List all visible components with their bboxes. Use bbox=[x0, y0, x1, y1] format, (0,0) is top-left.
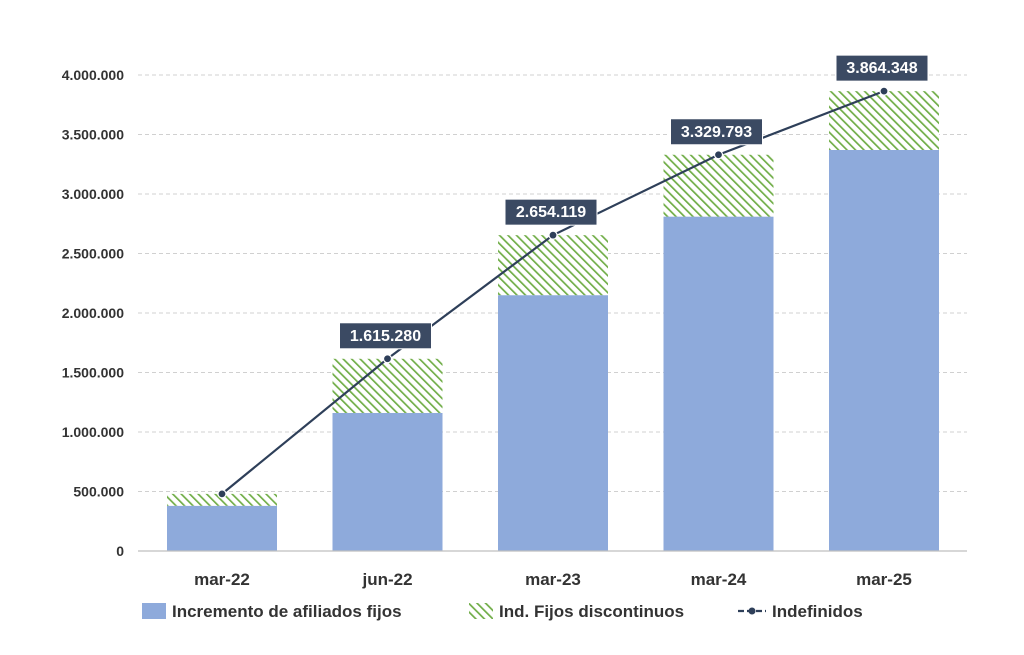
legend-label-indefinidos: Indefinidos bbox=[772, 602, 863, 621]
x-tick-label: mar-23 bbox=[525, 570, 581, 589]
indefinidos-point bbox=[217, 489, 227, 499]
bar-incremento-afiliados-fijos bbox=[829, 149, 939, 551]
legend-swatch-discontinuos bbox=[469, 603, 493, 619]
y-tick-label: 3.500.000 bbox=[62, 127, 124, 143]
y-tick-label: 2.500.000 bbox=[62, 246, 124, 262]
y-tick-label: 4.000.000 bbox=[62, 67, 124, 83]
data-label-box bbox=[670, 118, 763, 146]
y-tick-label: 1.500.000 bbox=[62, 365, 124, 381]
bar-ind-fijos-discontinuos bbox=[498, 235, 608, 296]
x-tick-label: mar-25 bbox=[856, 570, 912, 589]
y-tick-label: 1.000.000 bbox=[62, 424, 124, 440]
data-label: 2.654.119 bbox=[516, 204, 586, 221]
bar-incremento-afiliados-fijos bbox=[332, 412, 443, 551]
data-labels: 1.615.280 2.654.119 3.329.793 3.864.348 bbox=[339, 54, 929, 350]
x-axis-tick-labels: mar-22 jun-22 mar-23 mar-24 mar-25 bbox=[194, 570, 912, 589]
data-label: 3.864.348 bbox=[846, 60, 917, 77]
bar-ind-fijos-discontinuos bbox=[167, 493, 277, 506]
indefinidos-point bbox=[713, 150, 724, 160]
legend-label-discontinuos: Ind. Fijos discontinuos bbox=[499, 602, 684, 621]
data-label-box bbox=[504, 198, 598, 226]
data-label: 1.615.280 bbox=[350, 328, 421, 345]
bar-incremento-afiliados-fijos bbox=[167, 505, 277, 551]
y-tick-label: 3.000.000 bbox=[62, 186, 124, 202]
indefinidos-point bbox=[382, 354, 393, 364]
data-label-box bbox=[835, 54, 929, 82]
bar-ind-fijos-discontinuos bbox=[663, 154, 774, 217]
indefinidos-line bbox=[217, 86, 889, 499]
y-tick-label: 2.000.000 bbox=[62, 305, 124, 321]
bar-incremento-afiliados-fijos bbox=[498, 295, 608, 551]
data-label-box bbox=[339, 322, 432, 350]
bars bbox=[167, 91, 939, 552]
legend: Incremento de afiliados fijos Ind. Fijos … bbox=[142, 602, 863, 621]
bar-incremento-afiliados-fijos bbox=[663, 216, 774, 552]
y-tick-label: 0 bbox=[116, 543, 124, 559]
bar-ind-fijos-discontinuos bbox=[332, 358, 443, 413]
y-tick-label: 500.000 bbox=[73, 484, 124, 500]
x-tick-label: mar-22 bbox=[194, 570, 250, 589]
indefinidos-point bbox=[879, 86, 889, 96]
legend-marker-indefinidos bbox=[748, 607, 756, 615]
x-tick-label: mar-24 bbox=[691, 570, 747, 589]
x-tick-label: jun-22 bbox=[361, 570, 412, 589]
data-label: 3.329.793 bbox=[681, 124, 752, 141]
indefinidos-point bbox=[548, 230, 558, 240]
bar-ind-fijos-discontinuos bbox=[829, 91, 939, 150]
legend-swatch-incremento bbox=[142, 603, 166, 619]
y-axis-tick-labels: 0 500.000 1.000.000 1.500.000 2.000.000 2.500… bbox=[62, 67, 125, 559]
legend-label-incremento: Incremento de afiliados fijos bbox=[172, 602, 402, 621]
